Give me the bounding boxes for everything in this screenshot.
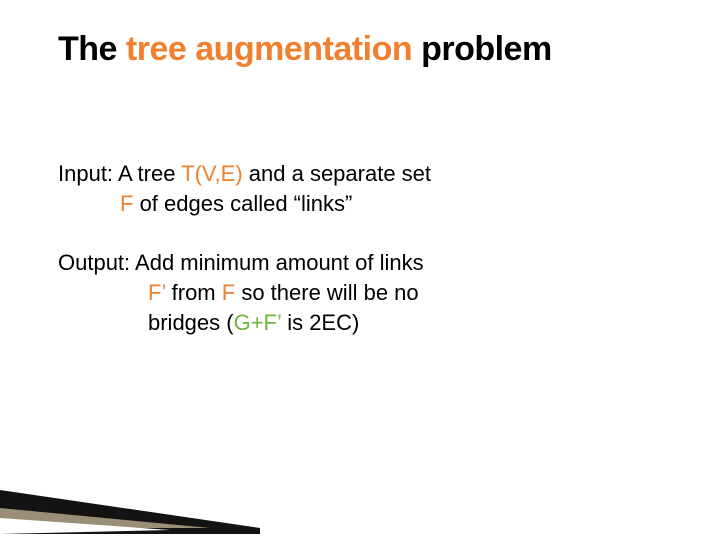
output-l2-suffix: so there will be no <box>235 280 418 305</box>
input-line-1: Input: A tree T(V,E) and a separate set <box>58 159 662 189</box>
input-l2-suffix: of edges called “links” <box>133 191 352 216</box>
output-GFprime: G+F’ <box>234 310 281 335</box>
wedge-white <box>0 518 170 534</box>
output-line-3: bridges (G+F’ is 2EC) <box>58 308 662 338</box>
input-l1-prefix: Input: A tree <box>58 161 181 186</box>
input-F: F <box>120 191 133 216</box>
output-line-2: F’ from F so there will be no <box>58 278 662 308</box>
output-l3-prefix: bridges ( <box>148 310 234 335</box>
output-l2-mid: from <box>166 280 222 305</box>
body: Input: A tree T(V,E) and a separate set … <box>58 159 662 337</box>
title-accent: tree augmentation <box>126 30 412 68</box>
wedge-dark <box>0 490 260 534</box>
slide-title: The tree augmentation problem <box>58 30 662 69</box>
wedge-taupe <box>0 508 210 528</box>
output-l3-suffix: is 2EC) <box>281 310 359 335</box>
input-tve: T(V,E) <box>181 161 243 186</box>
output-line-1: Output: Add minimum amount of links <box>58 248 662 278</box>
title-prefix: The <box>58 30 126 68</box>
title-suffix: problem <box>412 30 552 68</box>
output-Fprime: F’ <box>148 280 166 305</box>
corner-wedge-icon <box>0 474 260 534</box>
output-F: F <box>222 280 235 305</box>
slide: The tree augmentation problem Input: A t… <box>0 0 720 540</box>
input-l1-suffix: and a separate set <box>243 161 431 186</box>
paragraph-spacer <box>58 218 662 248</box>
input-line-2: F of edges called “links” <box>58 189 662 219</box>
